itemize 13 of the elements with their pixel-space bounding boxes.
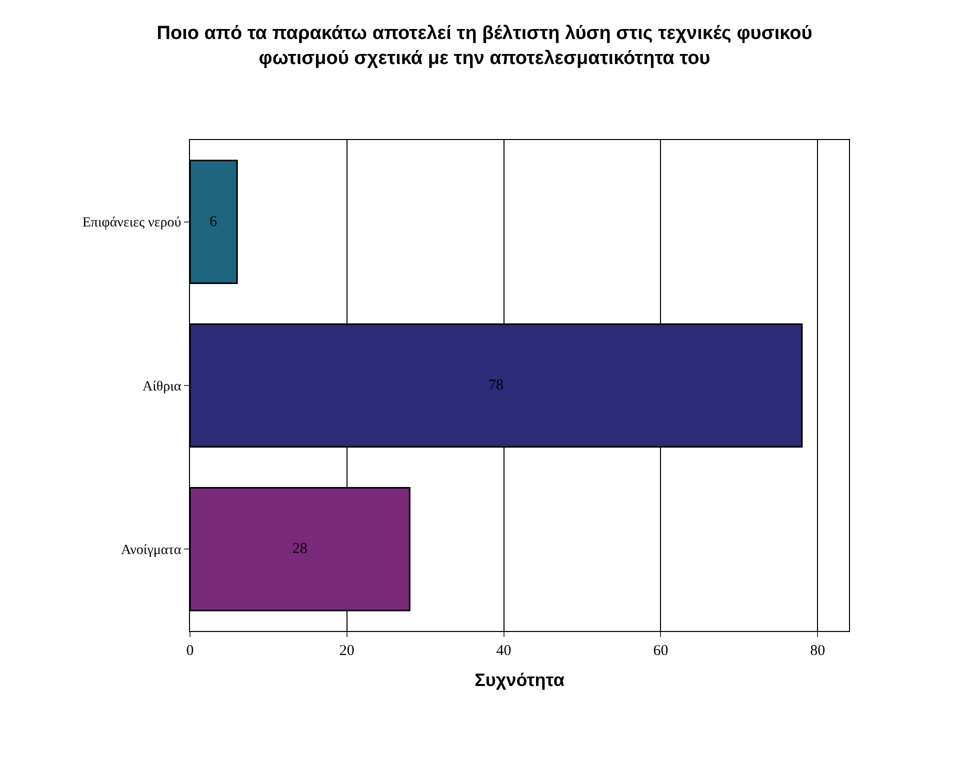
y-tick-label: Επιφάνειες νερού: [82, 216, 182, 231]
x-tick-label: 80: [810, 643, 826, 659]
x-axis-title: Συχνότητα: [474, 670, 564, 690]
x-tick-label: 40: [496, 643, 512, 659]
y-tick-label: Ανοίγματα: [121, 543, 182, 558]
x-tick-label: 0: [186, 643, 194, 659]
chart-title: Ποιο από τα παρακάτω αποτελεί τη βέλτιστη λύση στις τεχνικές φυσικού φωτισμού σχετικά με την αποτελεσματικότητα του: [156, 23, 812, 69]
data-label: 6: [210, 214, 218, 230]
y-tick-label: Αίθρια: [142, 379, 182, 394]
x-tick-label: 20: [339, 643, 354, 659]
data-label: 28: [292, 541, 308, 558]
data-label: 78: [488, 378, 504, 394]
x-tick-label: 60: [653, 643, 668, 659]
